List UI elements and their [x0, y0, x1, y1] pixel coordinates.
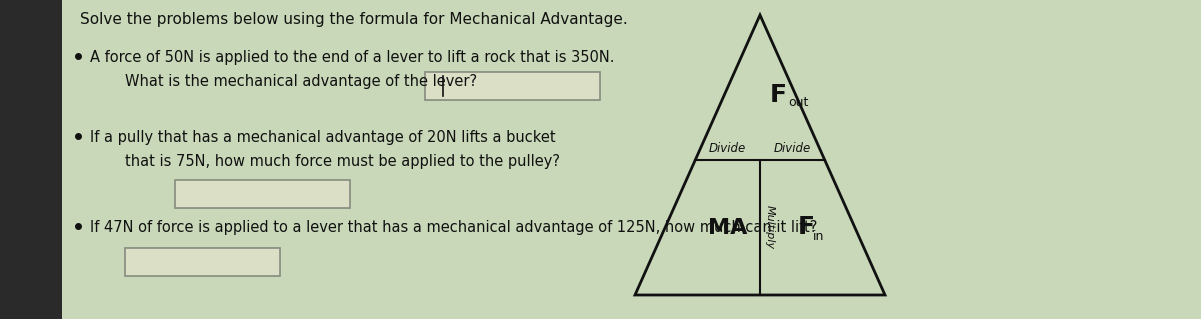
Text: F: F [797, 216, 814, 240]
Text: Divide: Divide [709, 142, 746, 155]
Text: MA: MA [707, 218, 747, 238]
Text: in: in [813, 230, 825, 243]
FancyBboxPatch shape [425, 72, 600, 100]
Text: out: out [788, 97, 808, 109]
Text: What is the mechanical advantage of the lever?: What is the mechanical advantage of the … [125, 74, 477, 89]
Text: If a pully that has a mechanical advantage of 20N lifts a bucket: If a pully that has a mechanical advanta… [90, 130, 556, 145]
FancyBboxPatch shape [125, 248, 280, 276]
FancyBboxPatch shape [175, 180, 349, 208]
Text: that is 75N, how much force must be applied to the pulley?: that is 75N, how much force must be appl… [125, 154, 560, 169]
Text: If 47N of force is applied to a lever that has a mechanical advantage of 125N, h: If 47N of force is applied to a lever th… [90, 220, 818, 235]
Text: Multiply: Multiply [765, 205, 775, 249]
Text: A force of 50N is applied to the end of a lever to lift a rock that is 350N.: A force of 50N is applied to the end of … [90, 50, 615, 65]
Text: Solve the problems below using the formula for Mechanical Advantage.: Solve the problems below using the formu… [80, 12, 628, 27]
Text: F: F [770, 83, 787, 107]
Text: Divide: Divide [773, 142, 811, 155]
FancyBboxPatch shape [0, 0, 62, 319]
